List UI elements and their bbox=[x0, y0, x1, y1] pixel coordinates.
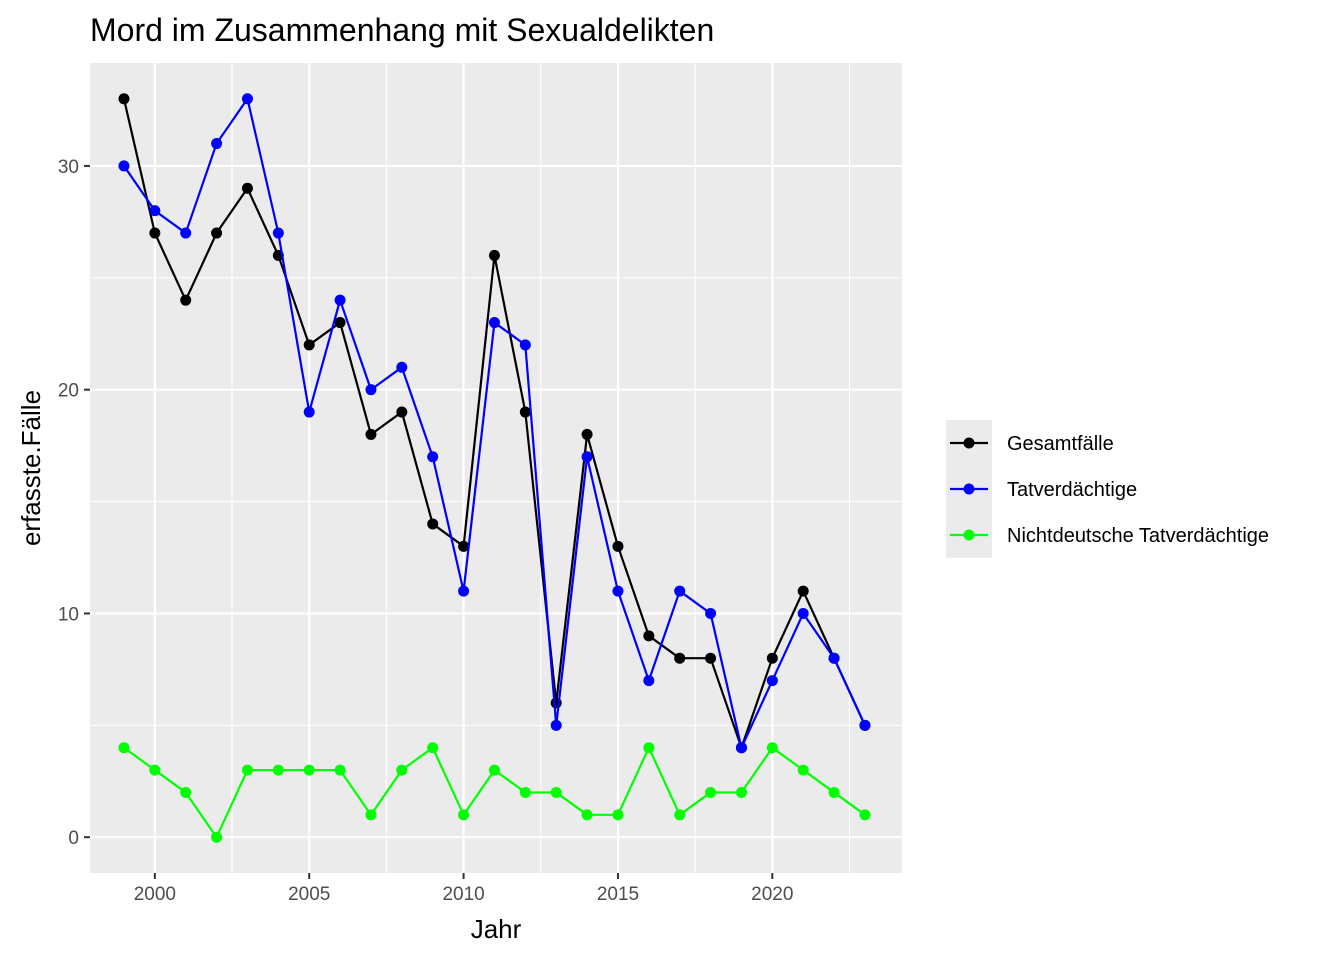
y-axis: 0 10 20 30 bbox=[58, 157, 90, 849]
x-tick-label: 2020 bbox=[751, 884, 793, 905]
data-point bbox=[766, 742, 778, 754]
data-point bbox=[612, 540, 624, 552]
data-point bbox=[365, 384, 377, 396]
data-point bbox=[211, 227, 223, 239]
data-point bbox=[303, 764, 315, 776]
grid-major bbox=[90, 63, 902, 873]
legend-label: Nichtdeutsche Tatverdächtige bbox=[1007, 525, 1269, 547]
data-point bbox=[241, 764, 253, 776]
series-1 bbox=[118, 93, 871, 754]
series-2 bbox=[118, 742, 871, 843]
data-point bbox=[766, 652, 778, 664]
data-point bbox=[550, 786, 562, 798]
y-tick-label: 10 bbox=[58, 604, 79, 625]
data-point bbox=[519, 406, 531, 418]
data-point bbox=[427, 451, 439, 463]
data-point bbox=[797, 585, 809, 597]
data-point bbox=[859, 719, 871, 731]
data-point bbox=[705, 652, 717, 664]
series-layer bbox=[118, 93, 871, 843]
legend-key-point bbox=[963, 437, 975, 449]
data-point bbox=[581, 809, 593, 821]
data-point bbox=[272, 227, 284, 239]
data-point bbox=[303, 339, 315, 351]
data-point bbox=[396, 361, 408, 373]
x-tick-label: 2000 bbox=[134, 884, 176, 905]
legend: Gesamtfälle Tatverdächtige Nichtdeutsche T… bbox=[946, 420, 1269, 558]
data-point bbox=[488, 249, 500, 261]
data-point bbox=[180, 294, 192, 306]
y-tick-label: 20 bbox=[58, 381, 79, 402]
data-point bbox=[458, 809, 470, 821]
data-point bbox=[612, 809, 624, 821]
data-point bbox=[828, 786, 840, 798]
data-point bbox=[118, 93, 130, 105]
data-point bbox=[149, 764, 161, 776]
data-point bbox=[797, 764, 809, 776]
data-point bbox=[427, 742, 439, 754]
data-point bbox=[828, 652, 840, 664]
data-point bbox=[180, 227, 192, 239]
data-point bbox=[458, 540, 470, 552]
grid-minor bbox=[90, 63, 902, 873]
data-point bbox=[643, 675, 655, 687]
data-point bbox=[334, 317, 346, 329]
y-axis-title: erfasste.Fälle bbox=[16, 390, 46, 546]
legend-label: Gesamtfälle bbox=[1007, 433, 1114, 455]
data-point bbox=[705, 607, 717, 619]
data-point bbox=[674, 585, 686, 597]
data-point bbox=[365, 428, 377, 440]
data-point bbox=[797, 607, 809, 619]
data-point bbox=[519, 339, 531, 351]
x-axis-title: Jahr bbox=[471, 914, 522, 944]
data-point bbox=[211, 138, 223, 150]
data-point bbox=[519, 786, 531, 798]
y-tick-label: 30 bbox=[58, 157, 79, 178]
data-point bbox=[735, 786, 747, 798]
data-point bbox=[396, 406, 408, 418]
data-point bbox=[241, 182, 253, 194]
data-point bbox=[396, 764, 408, 776]
x-tick-label: 2005 bbox=[288, 884, 330, 905]
data-point bbox=[365, 809, 377, 821]
data-point bbox=[488, 764, 500, 776]
data-point bbox=[427, 518, 439, 530]
data-point bbox=[118, 160, 130, 172]
data-point bbox=[859, 809, 871, 821]
data-point bbox=[612, 585, 624, 597]
data-point bbox=[643, 742, 655, 754]
data-point bbox=[211, 831, 223, 843]
data-point bbox=[241, 93, 253, 105]
data-point bbox=[149, 227, 161, 239]
data-point bbox=[458, 585, 470, 597]
data-point bbox=[149, 205, 161, 217]
data-point bbox=[303, 406, 315, 418]
data-point bbox=[118, 742, 130, 754]
data-point bbox=[766, 675, 778, 687]
data-point bbox=[674, 809, 686, 821]
data-point bbox=[735, 742, 747, 754]
data-point bbox=[674, 652, 686, 664]
data-point bbox=[550, 719, 562, 731]
data-point bbox=[334, 764, 346, 776]
data-point bbox=[643, 630, 655, 642]
legend-key-point bbox=[963, 529, 975, 541]
x-tick-label: 2015 bbox=[597, 884, 639, 905]
data-point bbox=[334, 294, 346, 306]
data-point bbox=[180, 786, 192, 798]
chart-title: Mord im Zusammenhang mit Sexualdelikten bbox=[90, 12, 714, 48]
data-point bbox=[488, 317, 500, 329]
data-point bbox=[705, 786, 717, 798]
data-point bbox=[272, 764, 284, 776]
x-axis: 2000 2005 2010 2015 2020 bbox=[134, 873, 793, 905]
data-point bbox=[581, 451, 593, 463]
plot-panel bbox=[90, 63, 902, 873]
y-tick-label: 0 bbox=[68, 828, 79, 849]
legend-label: Tatverdächtige bbox=[1007, 479, 1137, 501]
data-point bbox=[581, 428, 593, 440]
x-tick-label: 2010 bbox=[442, 884, 484, 905]
legend-key-point bbox=[963, 483, 975, 495]
